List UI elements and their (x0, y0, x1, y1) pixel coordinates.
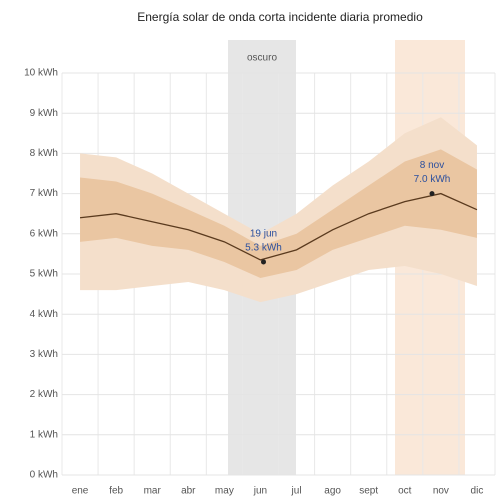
x-tick-label: abr (181, 486, 196, 497)
y-tick-label: 7 kWh (30, 188, 58, 199)
y-tick-label: 9 kWh (30, 108, 58, 119)
dark-period-head (228, 40, 296, 73)
y-tick-label: 0 kWh (30, 470, 58, 481)
x-tick-label: mar (144, 486, 162, 497)
annotation-date: 19 jun (250, 229, 277, 240)
x-tick-label: may (215, 486, 234, 497)
y-tick-label: 6 kWh (30, 228, 58, 239)
x-tick-label: dic (471, 486, 484, 497)
y-tick-label: 8 kWh (30, 148, 58, 159)
y-tick-label: 3 kWh (30, 349, 58, 360)
y-tick-label: 4 kWh (30, 309, 58, 320)
x-tick-label: nov (433, 486, 449, 497)
annotation-date: 8 nov (420, 160, 444, 171)
y-tick-label: 2 kWh (30, 389, 58, 400)
y-tick-label: 10 kWh (24, 68, 58, 79)
x-tick-label: oct (398, 486, 412, 497)
percentile-band (80, 117, 477, 303)
x-tick-label: feb (109, 486, 123, 497)
annotation-value: 5.3 kWh (245, 243, 282, 254)
x-tick-label: jul (291, 486, 302, 497)
x-tick-label: jun (253, 486, 267, 497)
x-tick-label: ago (324, 486, 341, 497)
y-tick-label: 5 kWh (30, 269, 58, 280)
average-line (79, 192, 478, 261)
x-tick-label: sept (359, 486, 378, 497)
annotation-dot (429, 191, 435, 197)
annotation-value: 7.0 kWh (414, 174, 451, 185)
annotation-dot (261, 259, 266, 265)
y-tick-label: 1 kWh (30, 429, 58, 440)
chart-title: Energía solar de onda corta incidente di… (137, 10, 423, 24)
dark-period-label: oscuro (247, 53, 277, 64)
x-tick-label: ene (72, 486, 89, 497)
percentile-band (80, 149, 477, 279)
